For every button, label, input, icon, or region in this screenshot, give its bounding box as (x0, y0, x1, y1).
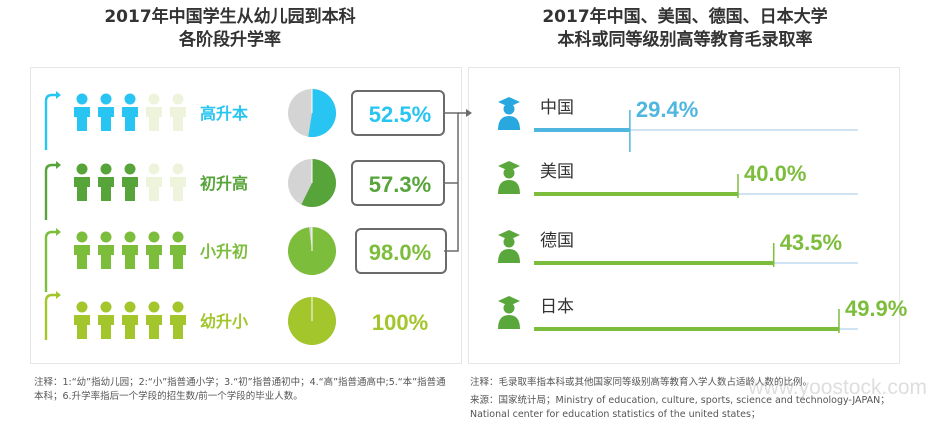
graduate-icon (498, 97, 520, 130)
student-icon (122, 93, 138, 131)
student-icon (170, 231, 186, 269)
left-title-line-1: 2017年中国学生从幼儿园到本科 (104, 7, 356, 27)
student-icon (146, 93, 162, 131)
student-icon (170, 93, 186, 131)
student-icon (170, 301, 186, 339)
student-icon (74, 163, 90, 201)
stage-label: 幼升小 (200, 312, 248, 331)
rate-label: 98.0% (369, 240, 431, 265)
graduate-icon (498, 161, 520, 194)
student-icon (146, 163, 162, 201)
stage-label: 高升本 (200, 104, 248, 123)
student-icon (122, 231, 138, 269)
rate-label: 57.3% (369, 172, 431, 197)
graduate-icon (498, 296, 520, 329)
pie-slice-2 (288, 227, 337, 275)
pie-slice-3 (288, 297, 336, 345)
stage-arrow-icon (44, 228, 61, 292)
stage-arrow-icon (44, 291, 61, 340)
student-icon (146, 231, 162, 269)
country-label: 中国 (540, 98, 574, 118)
country-label: 德国 (540, 231, 574, 251)
country-label: 美国 (540, 162, 574, 182)
bar-value-label: 49.9% (845, 296, 907, 321)
pie-value (301, 159, 336, 207)
stage-label: 初升高 (200, 174, 248, 193)
student-icon (74, 231, 90, 269)
right-chart-panel (468, 67, 900, 364)
student-icon (170, 163, 186, 201)
rate-label: 52.5% (369, 102, 431, 127)
right-title-line-2: 本科或同等级别高等教育毛录取率 (557, 30, 813, 50)
pie-slice-1 (288, 159, 336, 207)
stage-arrow-icon (44, 161, 61, 220)
bar-1 (534, 192, 738, 196)
student-icon (146, 301, 162, 339)
student-icon (74, 93, 90, 131)
left-notes: 注释：1:“幼”指幼儿园；2:“小”指普通小学；3.“初”指普通初中；4.“高”… (34, 377, 446, 402)
country-label: 日本 (540, 297, 574, 317)
left-title-line-2: 各阶段升学率 (179, 30, 281, 50)
stage-arrow-icon (44, 91, 61, 150)
bar-2 (534, 261, 774, 265)
bar-0 (534, 128, 630, 132)
student-icon (98, 301, 114, 339)
student-icon (74, 301, 90, 339)
left-chart-title: 2017年中国学生从幼儿园到本科 各阶段升学率 (20, 6, 440, 52)
bar-3 (534, 327, 839, 331)
bracket-connector-icon (444, 109, 472, 252)
rate-label: 100% (372, 310, 428, 335)
student-icon (98, 93, 114, 131)
pie-slice-0 (288, 88, 337, 137)
right-source: 来源：国家统计局；Ministry of education, culture,… (470, 395, 890, 420)
graduate-icon (498, 230, 520, 263)
student-icon (98, 163, 114, 201)
right-chart-title: 2017年中国、美国、德国、日本大学 本科或同等级别高等教育毛录取率 (470, 6, 900, 52)
student-icon (122, 301, 138, 339)
bar-value-label: 40.0% (744, 161, 806, 186)
watermark: www.yoostock.com (748, 376, 927, 399)
right-notes: 注释：毛录取率指本科或其他国家同等级别高等教育入学人数占适龄人数的比例。 (470, 377, 813, 388)
bar-value-label: 43.5% (780, 230, 842, 255)
pie-value (308, 88, 337, 137)
student-icon (122, 163, 138, 201)
student-icon (98, 231, 114, 269)
right-title-line-1: 2017年中国、美国、德国、日本大学 (542, 7, 828, 27)
stage-label: 小升初 (200, 242, 248, 261)
bar-value-label: 29.4% (636, 97, 698, 122)
